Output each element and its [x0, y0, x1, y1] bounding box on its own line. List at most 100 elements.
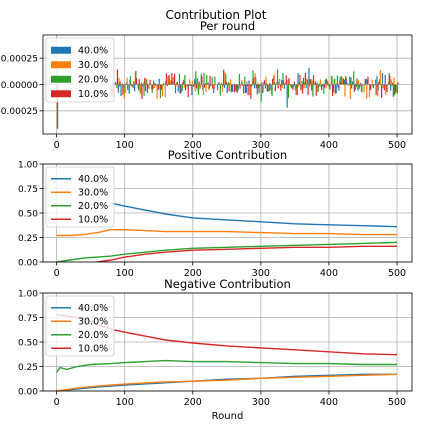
bar	[230, 84, 232, 93]
bar	[235, 84, 237, 92]
bar	[285, 83, 287, 85]
bar	[381, 84, 383, 98]
bar	[386, 84, 388, 93]
bar	[289, 84, 291, 86]
bar	[356, 78, 358, 85]
bar	[378, 82, 380, 85]
bar	[334, 84, 336, 94]
bar	[295, 84, 298, 89]
bar	[224, 72, 226, 85]
bar	[317, 84, 319, 93]
bar	[186, 84, 188, 87]
bar	[391, 84, 393, 86]
bar	[225, 82, 227, 85]
panel-title: Positive Contribution	[168, 148, 287, 162]
bar	[382, 84, 384, 89]
bar	[202, 84, 204, 91]
bar	[137, 84, 139, 88]
bar	[148, 84, 150, 89]
bar	[223, 84, 226, 88]
bar	[313, 84, 316, 86]
x-tick-label: 300	[252, 268, 270, 279]
bar	[127, 84, 129, 86]
bar	[241, 82, 243, 85]
bar	[154, 84, 157, 86]
bar	[383, 84, 385, 86]
x-tick-label: 0	[54, 397, 60, 408]
bar	[232, 84, 234, 85]
bar	[227, 81, 230, 85]
bar	[216, 84, 218, 85]
bar	[263, 81, 265, 85]
bar	[249, 84, 251, 86]
bar	[302, 84, 304, 94]
legend-box	[45, 37, 115, 103]
bar	[243, 84, 245, 86]
y-tick-label: 0.00025	[1, 54, 38, 64]
bar	[352, 84, 354, 86]
bar	[238, 84, 240, 86]
bar	[118, 77, 120, 85]
bar	[229, 79, 232, 85]
bar	[121, 83, 123, 85]
series-line	[97, 245, 397, 262]
bar	[208, 84, 210, 91]
bar	[182, 82, 184, 85]
bar	[231, 84, 233, 92]
bar	[265, 76, 267, 85]
bar	[145, 78, 147, 85]
bar	[129, 79, 131, 85]
bar	[144, 84, 147, 92]
bar	[274, 82, 276, 85]
bar	[365, 78, 367, 85]
bar	[258, 84, 260, 94]
bar	[132, 84, 134, 89]
bar	[373, 84, 375, 86]
bar	[245, 84, 247, 94]
bar	[174, 84, 177, 94]
bar	[242, 84, 244, 86]
bar	[225, 74, 227, 85]
bar	[259, 84, 262, 85]
bar	[270, 84, 273, 94]
bar	[138, 79, 140, 85]
bar	[157, 84, 159, 86]
bar	[195, 71, 197, 85]
bar	[346, 82, 348, 85]
bar	[348, 84, 350, 86]
series-line	[56, 373, 398, 391]
bar	[309, 79, 311, 85]
bar	[205, 84, 207, 93]
bar	[387, 82, 390, 85]
bar	[220, 84, 222, 85]
bar	[278, 81, 280, 85]
bar	[247, 84, 249, 96]
x-tick-label: 0	[54, 268, 60, 279]
legend: 40.0% 30.0% 20.0% 10.0%	[45, 166, 115, 228]
bar	[334, 78, 336, 85]
bar	[344, 75, 347, 85]
bar	[133, 81, 135, 85]
bar	[150, 84, 152, 85]
bar	[361, 84, 363, 93]
bar	[172, 81, 174, 85]
bar	[187, 84, 189, 98]
bar	[322, 83, 324, 85]
bar	[396, 84, 398, 94]
bar	[125, 84, 127, 85]
y-tick-label: 0.25	[18, 234, 38, 244]
bar	[304, 72, 306, 85]
bar	[315, 81, 317, 85]
y-tick-label: 0.00	[18, 387, 38, 397]
bar	[184, 74, 186, 85]
bar	[236, 84, 238, 93]
bar	[207, 82, 209, 85]
legend-swatch	[51, 90, 71, 98]
bar	[228, 84, 230, 92]
x-tick-label: 500	[388, 397, 406, 408]
bar	[330, 84, 332, 85]
bar	[296, 84, 298, 96]
bar	[282, 80, 285, 85]
bar	[349, 84, 352, 100]
bar	[229, 83, 231, 85]
